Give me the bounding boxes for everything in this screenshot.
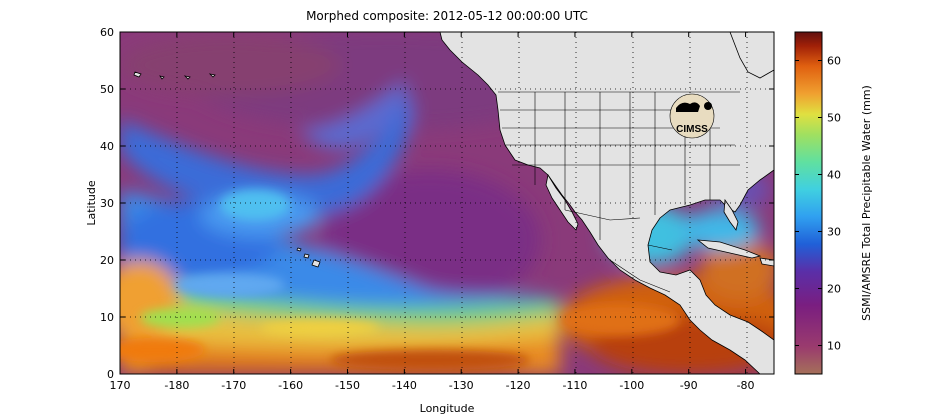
colorbar-ticks: 10 20 30 40 50 60: [795, 55, 841, 353]
y-tick-label: 60: [100, 26, 114, 39]
y-axis-ticks: 0 10 20 30 40 50 60: [100, 26, 774, 381]
y-tick-label: 50: [100, 83, 114, 96]
colorbar: [794, 31, 823, 375]
colorbar-tick-label: 40: [827, 169, 841, 182]
x-tick-label: -80: [737, 379, 755, 392]
graticule: [120, 32, 774, 374]
x-tick-label: -180: [164, 379, 189, 392]
y-tick-label: 20: [100, 254, 114, 267]
x-tick-label: -120: [506, 379, 531, 392]
x-tick-label: 170: [110, 379, 131, 392]
colorbar-tick-label: 50: [827, 112, 841, 125]
x-tick-label: -90: [680, 379, 698, 392]
cimss-logo: CIMSS: [669, 93, 715, 139]
colorbar-tick-label: 30: [827, 226, 841, 239]
y-tick-label: 40: [100, 140, 114, 153]
x-axis-ticks: 170 -180 -170 -160 -150 -140 -130 -120 -110 -100 -…: [110, 32, 755, 392]
x-axis-label: Longitude: [420, 402, 475, 415]
y-tick-label: 0: [107, 368, 114, 381]
x-tick-label: -170: [221, 379, 246, 392]
x-tick-label: -150: [335, 379, 360, 392]
x-tick-label: -100: [619, 379, 644, 392]
colorbar-tick-label: 20: [827, 283, 841, 296]
y-tick-label: 10: [100, 311, 114, 324]
x-tick-label: -130: [449, 379, 474, 392]
colorbar-tick-label: 10: [827, 340, 841, 353]
map-title: Morphed composite: 2012-05-12 00:00:00 U…: [306, 9, 588, 23]
y-tick-label: 30: [100, 197, 114, 210]
y-axis-label: Latitude: [85, 180, 98, 226]
colorbar-label: SSMI/AMSRE Total Precipitable Water (mm): [860, 85, 873, 321]
logo-text: CIMSS: [676, 124, 708, 135]
x-tick-label: -140: [392, 379, 417, 392]
colorbar-tick-label: 60: [827, 55, 841, 68]
x-tick-label: -160: [278, 379, 303, 392]
x-tick-label: -110: [562, 379, 587, 392]
